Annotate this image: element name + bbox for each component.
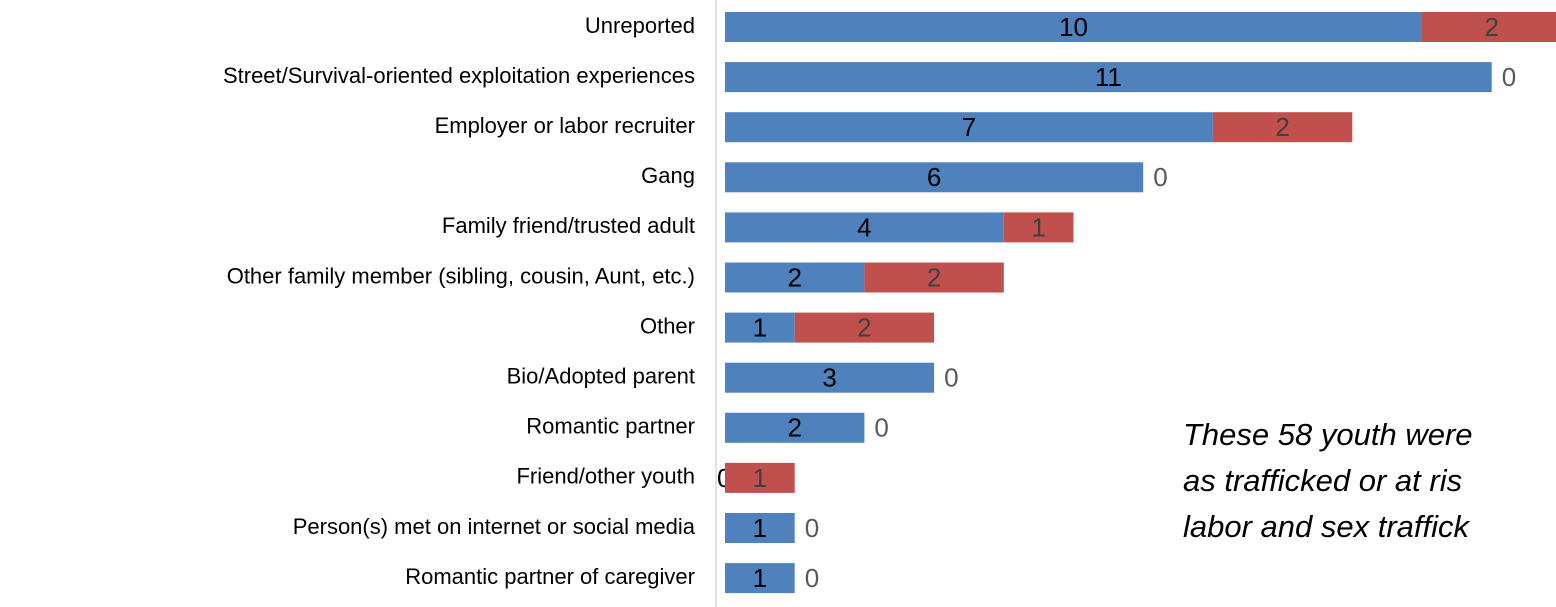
annotation: labor and sex traffick — [1183, 509, 1471, 544]
value-label: 2 — [1484, 12, 1498, 42]
bar-segment — [725, 312, 795, 343]
bar-segment — [725, 362, 935, 393]
bar-segment — [1212, 112, 1353, 143]
bar-segment — [794, 312, 935, 343]
bar-segment — [725, 162, 1144, 193]
value-label: 0 — [805, 513, 819, 543]
value-label: 4 — [857, 212, 871, 242]
value-label: 1 — [753, 312, 767, 342]
category-label: Other family member (sibling, cousin, Au… — [227, 263, 695, 288]
bar-segment — [725, 112, 1213, 143]
category-label: Friend/other youth — [516, 464, 695, 489]
bar-segment — [725, 563, 795, 594]
category-label: Family friend/trusted adult — [442, 213, 695, 238]
bar-segment — [1003, 212, 1074, 243]
bar-segment — [725, 12, 1422, 42]
category-label: Bio/Adopted parent — [507, 364, 695, 389]
value-label: 0 — [805, 563, 819, 593]
bar-segment — [864, 262, 1004, 293]
value-label: 10 — [1059, 12, 1088, 42]
value-label: 11 — [1095, 62, 1122, 92]
value-label: 0 — [874, 413, 888, 443]
value-label: 1 — [753, 513, 767, 543]
value-label: 2 — [857, 312, 871, 342]
value-label: 1 — [1031, 212, 1045, 242]
value-label: 7 — [962, 112, 976, 142]
bar-segment — [1422, 12, 1556, 42]
annotation: as trafficked or at ris — [1183, 463, 1462, 498]
bar-segment — [725, 462, 795, 493]
value-label: 2 — [1275, 112, 1289, 142]
category-label: Other — [640, 313, 695, 338]
bar-segment — [725, 513, 795, 543]
category-label: Gang — [641, 163, 695, 188]
value-label: 0 — [1153, 162, 1167, 192]
category-label: Unreported — [585, 13, 695, 38]
value-label: 2 — [787, 413, 801, 443]
value-label: 0 — [1502, 62, 1516, 92]
bar-segment — [725, 212, 1004, 243]
bar-segment — [725, 412, 865, 443]
value-label: 0 — [944, 363, 958, 393]
category-label: Person(s) met on internet or social medi… — [293, 514, 696, 539]
value-label: 3 — [822, 363, 836, 393]
value-label: 2 — [927, 262, 941, 292]
annotation: These 58 youth were — [1183, 417, 1473, 452]
value-label: 1 — [753, 563, 767, 593]
bar-segment — [725, 62, 1492, 93]
category-label: Employer or labor recruiter — [435, 113, 695, 138]
category-label: Romantic partner of caregiver — [405, 564, 695, 589]
value-label: 6 — [927, 162, 941, 192]
value-label: 2 — [787, 262, 801, 292]
value-label: 1 — [753, 463, 767, 493]
category-label: Romantic partner — [526, 414, 695, 439]
bar-segment — [725, 262, 865, 293]
category-label: Street/Survival-oriented exploitation ex… — [223, 63, 695, 88]
